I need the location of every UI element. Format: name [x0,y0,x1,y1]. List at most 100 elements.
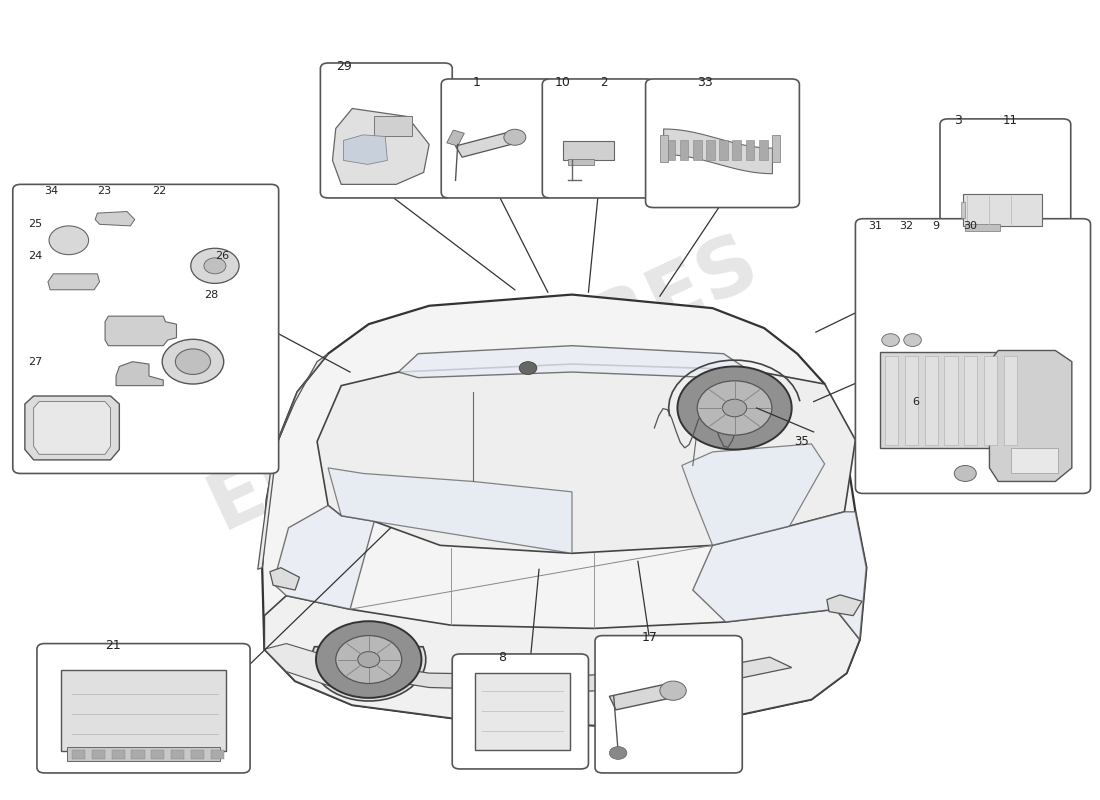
Bar [719,140,728,161]
Text: 32: 32 [900,221,913,231]
Polygon shape [609,683,675,710]
Text: 31: 31 [869,221,882,231]
Polygon shape [273,506,374,610]
Polygon shape [330,657,792,691]
Text: 27: 27 [29,357,43,366]
Polygon shape [568,159,594,166]
Text: 6: 6 [913,397,920,406]
FancyBboxPatch shape [542,79,654,198]
Text: 9: 9 [933,221,939,231]
Text: 34: 34 [45,186,58,196]
Text: 23: 23 [98,186,111,196]
Text: 33: 33 [697,76,713,89]
Text: 21: 21 [106,639,121,653]
Text: a passion for parts since 1985: a passion for parts since 1985 [308,413,660,594]
FancyBboxPatch shape [13,184,278,474]
Circle shape [882,334,900,346]
Polygon shape [989,350,1071,482]
Circle shape [609,746,627,759]
Text: 8: 8 [498,650,506,664]
Polygon shape [332,109,429,184]
Polygon shape [106,316,176,346]
Polygon shape [262,294,867,726]
Polygon shape [116,362,163,386]
Polygon shape [827,595,862,616]
Polygon shape [34,402,111,454]
Text: 17: 17 [641,631,657,645]
Polygon shape [73,750,86,759]
Polygon shape [62,670,226,751]
Text: 3: 3 [955,114,962,127]
FancyBboxPatch shape [646,79,800,207]
Text: 24: 24 [29,251,43,262]
Polygon shape [447,130,464,146]
Bar [680,140,689,161]
Polygon shape [886,356,899,445]
Polygon shape [264,596,860,726]
FancyBboxPatch shape [320,63,452,198]
Circle shape [678,366,792,450]
Circle shape [955,466,977,482]
Polygon shape [190,750,204,759]
Circle shape [162,339,223,384]
Bar [759,140,768,161]
Circle shape [336,635,402,683]
Polygon shape [264,643,339,689]
Polygon shape [965,356,978,445]
Polygon shape [475,673,570,750]
FancyBboxPatch shape [452,654,588,769]
Polygon shape [25,396,119,460]
FancyBboxPatch shape [595,635,742,773]
Text: 35: 35 [794,435,808,448]
Polygon shape [210,750,223,759]
Circle shape [316,622,421,698]
FancyBboxPatch shape [441,79,553,198]
Polygon shape [693,512,867,639]
Circle shape [904,334,922,346]
Polygon shape [374,117,411,137]
Bar [746,140,755,161]
Text: EUROSPARES: EUROSPARES [197,222,771,546]
Text: 10: 10 [554,76,570,89]
Circle shape [697,381,772,435]
Circle shape [175,349,210,374]
Polygon shape [48,274,100,290]
Circle shape [358,651,379,667]
Bar [667,140,675,161]
Polygon shape [563,142,614,161]
Bar [706,140,715,161]
Text: 2: 2 [601,76,608,89]
Circle shape [204,258,226,274]
Polygon shape [945,356,958,445]
Polygon shape [67,747,220,761]
Text: 11: 11 [1002,114,1018,127]
Circle shape [660,681,686,700]
Polygon shape [984,356,997,445]
Polygon shape [925,356,938,445]
Bar [693,140,702,161]
Text: 28: 28 [204,290,218,299]
FancyBboxPatch shape [940,119,1070,246]
Circle shape [50,226,89,254]
Polygon shape [772,135,780,162]
Polygon shape [328,468,572,554]
Polygon shape [317,364,856,554]
Circle shape [504,130,526,146]
FancyBboxPatch shape [37,643,250,773]
Polygon shape [1003,356,1016,445]
Polygon shape [455,132,517,158]
Polygon shape [905,356,918,445]
Polygon shape [257,354,328,570]
Polygon shape [964,194,1042,226]
Polygon shape [151,750,164,759]
Polygon shape [311,646,426,701]
Text: 26: 26 [214,251,229,262]
Polygon shape [92,750,106,759]
Polygon shape [398,346,748,378]
Circle shape [519,362,537,374]
Polygon shape [660,135,668,162]
Circle shape [723,399,747,417]
FancyBboxPatch shape [856,218,1090,494]
Polygon shape [112,750,124,759]
Text: 29: 29 [336,60,352,73]
